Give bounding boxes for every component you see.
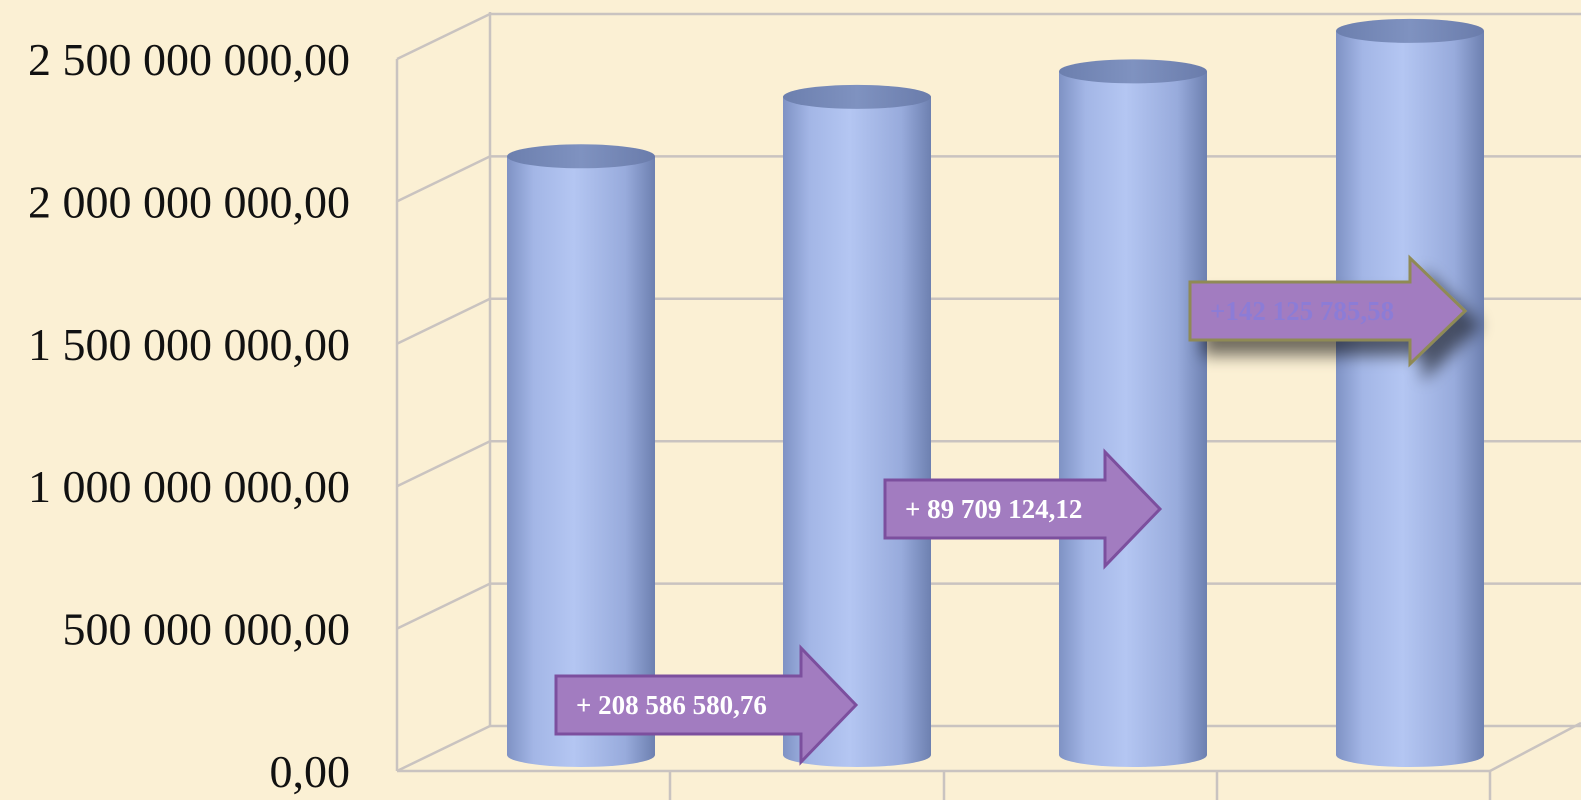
- arrow-shape: [1188, 254, 1468, 368]
- difference-arrow: + 89 709 124,12: [883, 448, 1163, 570]
- difference-arrow: +142 125 785,58: [1188, 254, 1468, 368]
- bar-cylinder: [783, 84, 931, 767]
- bar-cylinder: [507, 144, 655, 767]
- gridline-side: [396, 440, 491, 488]
- arrow-label: + 89 709 124,12: [905, 494, 1082, 524]
- gridline-side: [396, 724, 491, 773]
- bar-top-cap: [1059, 59, 1207, 84]
- bar-top-cap: [1336, 18, 1484, 43]
- gridline-side: [396, 297, 491, 345]
- difference-arrows: + 208 586 580,76 + 89 709 124,12 +142 125 …: [554, 254, 1468, 766]
- bar-top-cap: [507, 144, 655, 169]
- bar-body: [507, 156, 655, 767]
- y-tick-label: 0,00: [270, 746, 351, 797]
- bars: [507, 18, 1484, 768]
- arrow-shape: [554, 644, 859, 766]
- bar-body: [783, 96, 931, 767]
- arrow-shape: [883, 448, 1163, 570]
- y-tick-label: 1 500 000 000,00: [28, 319, 350, 370]
- bar-cylinder: [1059, 59, 1207, 768]
- bar-cylinder: [1336, 18, 1484, 768]
- y-tick-label: 1 000 000 000,00: [28, 461, 350, 512]
- gridline-side: [396, 12, 491, 61]
- gridline-side: [396, 155, 491, 203]
- y-tick-label: 2 500 000 000,00: [28, 34, 350, 85]
- y-tick-label: 2 000 000 000,00: [28, 176, 350, 227]
- bar-top-cap: [783, 84, 931, 109]
- y-axis-ticks: 0,00 500 000 000,00 1 000 000 000,00 1 500 …: [28, 34, 350, 797]
- bar-body: [1059, 71, 1207, 768]
- arrow-label: +142 125 785,58: [1210, 296, 1394, 326]
- bar-body: [1336, 30, 1484, 768]
- gridline-side: [396, 582, 491, 630]
- y-tick-label: 500 000 000,00: [63, 604, 351, 655]
- difference-arrow: + 208 586 580,76: [554, 644, 859, 766]
- arrow-label: + 208 586 580,76: [576, 690, 767, 720]
- floor-side-edge: [1489, 721, 1581, 773]
